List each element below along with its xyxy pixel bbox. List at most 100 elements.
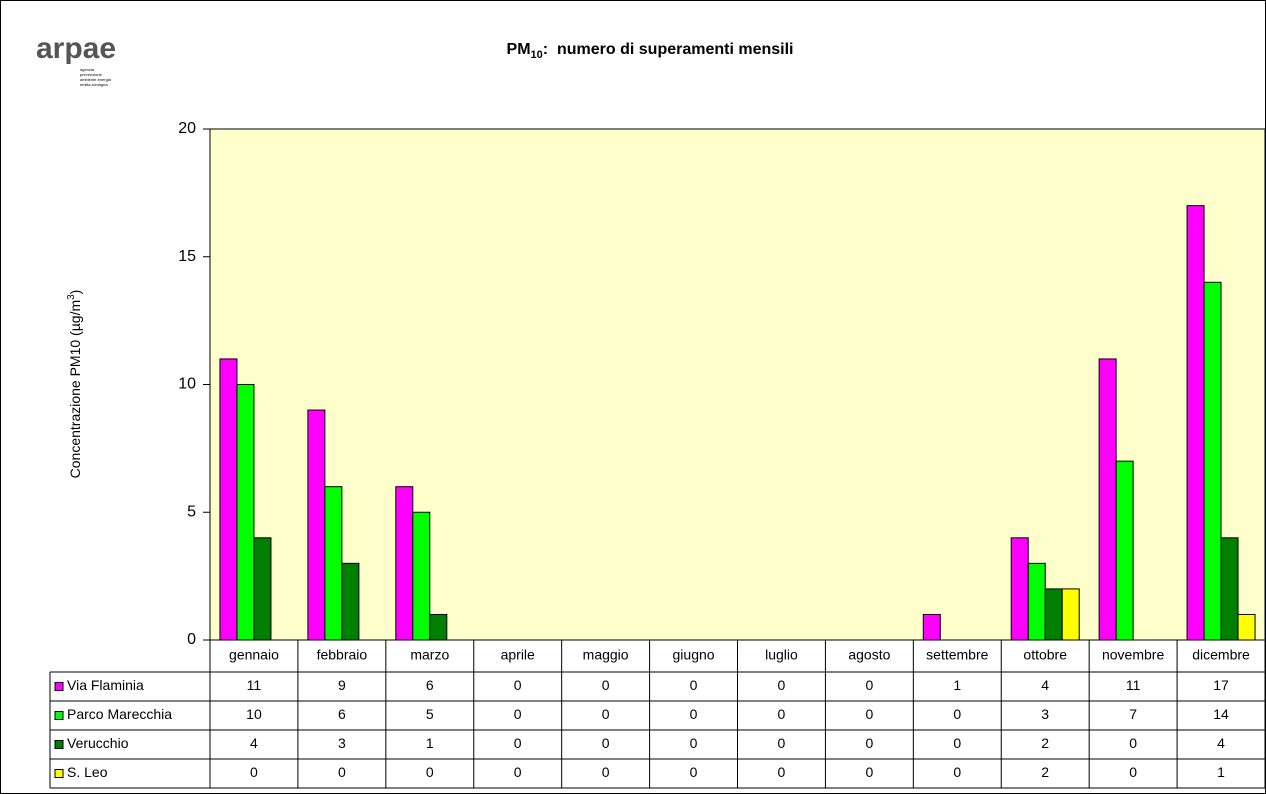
table-value: 0 bbox=[953, 706, 961, 722]
legend-label: Via Flaminia bbox=[67, 677, 144, 693]
x-tick-label: luglio bbox=[765, 647, 798, 663]
y-tick-label: 0 bbox=[187, 631, 196, 648]
table-value: 0 bbox=[1129, 735, 1137, 751]
bar bbox=[1220, 537, 1239, 641]
table-value: 0 bbox=[778, 735, 786, 751]
table-value: 0 bbox=[690, 764, 698, 780]
y-tick-label: 15 bbox=[178, 248, 196, 265]
table-value: 11 bbox=[1126, 677, 1141, 693]
logo-tagline: emilia-romagna bbox=[80, 82, 108, 87]
bar bbox=[429, 613, 448, 641]
table-value: 0 bbox=[953, 764, 961, 780]
table-value: 9 bbox=[338, 677, 346, 693]
table-value: 0 bbox=[338, 764, 346, 780]
bar bbox=[1061, 588, 1080, 641]
bar bbox=[1027, 562, 1046, 641]
table-value: 5 bbox=[426, 706, 434, 722]
table-value: 0 bbox=[514, 764, 522, 780]
y-tick-label: 5 bbox=[187, 503, 196, 520]
plot-area bbox=[209, 128, 1266, 641]
table-value: 0 bbox=[602, 735, 610, 751]
x-tick-label: settembre bbox=[926, 647, 988, 663]
chart-title: PM10: numero di superamenti mensili bbox=[507, 41, 794, 61]
bar bbox=[922, 613, 941, 641]
table-value: 6 bbox=[426, 677, 434, 693]
table-value: 3 bbox=[1041, 706, 1049, 722]
x-tick-label: aprile bbox=[501, 647, 535, 663]
legend-key bbox=[54, 740, 64, 749]
table-value: 0 bbox=[250, 764, 258, 780]
table-value: 0 bbox=[778, 764, 786, 780]
table-value: 4 bbox=[1041, 677, 1049, 693]
table-value: 11 bbox=[247, 677, 262, 693]
table-value: 10 bbox=[246, 706, 262, 722]
table-value: 0 bbox=[778, 706, 786, 722]
bar bbox=[395, 486, 414, 641]
bar bbox=[1115, 460, 1134, 641]
x-tick-label: febbraio bbox=[317, 647, 368, 663]
table-value: 0 bbox=[865, 677, 873, 693]
table-value: 0 bbox=[602, 764, 610, 780]
y-label-end: ) bbox=[67, 290, 83, 295]
y-axis-label: Concentrazione PM10 (µg/m3) bbox=[66, 290, 83, 479]
table-value: 0 bbox=[865, 706, 873, 722]
x-tick-label: gennaio bbox=[229, 647, 279, 663]
y-tick-label: 20 bbox=[178, 120, 196, 137]
x-tick-label: agosto bbox=[848, 647, 890, 663]
bar bbox=[412, 511, 431, 641]
legend-key bbox=[54, 682, 64, 691]
table-value: 0 bbox=[602, 677, 610, 693]
table-value: 0 bbox=[865, 764, 873, 780]
table-value: 0 bbox=[953, 735, 961, 751]
bar bbox=[1237, 613, 1256, 641]
bar bbox=[307, 409, 326, 641]
bar bbox=[1186, 205, 1205, 641]
bar bbox=[341, 562, 360, 641]
table-value: 1 bbox=[953, 677, 961, 693]
legend-key bbox=[54, 711, 64, 720]
table-value: 0 bbox=[514, 706, 522, 722]
x-tick-label: dicembre bbox=[1192, 647, 1250, 663]
table-value: 7 bbox=[1129, 706, 1137, 722]
table-value: 17 bbox=[1213, 677, 1229, 693]
table-value: 0 bbox=[514, 677, 522, 693]
legend-key bbox=[54, 769, 64, 778]
bar bbox=[324, 486, 343, 641]
bar bbox=[219, 358, 238, 641]
title-rest: : numero di superamenti mensili bbox=[543, 41, 794, 58]
table-value: 3 bbox=[338, 735, 346, 751]
table-value: 1 bbox=[426, 735, 434, 751]
logo-tagline: ambiente energia bbox=[80, 77, 112, 82]
title-main: PM bbox=[507, 41, 531, 58]
logo-tagline: agenzia bbox=[80, 67, 95, 72]
logo-name: arpae bbox=[36, 32, 116, 65]
table-value: 2 bbox=[1041, 735, 1049, 751]
table-value: 0 bbox=[1129, 764, 1137, 780]
y-tick-label: 10 bbox=[178, 376, 196, 393]
bar bbox=[1098, 358, 1117, 641]
legend-label: Verucchio bbox=[67, 735, 129, 751]
table-value: 0 bbox=[865, 735, 873, 751]
x-tick-label: maggio bbox=[583, 647, 629, 663]
legend-label: Parco Marecchia bbox=[67, 706, 172, 722]
table-value: 6 bbox=[338, 706, 346, 722]
x-tick-label: marzo bbox=[410, 647, 449, 663]
table-value: 1 bbox=[1217, 764, 1225, 780]
table-value: 4 bbox=[250, 735, 258, 751]
bar bbox=[1203, 281, 1222, 641]
table-value: 0 bbox=[690, 677, 698, 693]
logo-tagline: prevenzione bbox=[80, 72, 103, 77]
table-value: 0 bbox=[514, 735, 522, 751]
bar bbox=[1010, 537, 1029, 641]
table-value: 0 bbox=[426, 764, 434, 780]
legend-label: S. Leo bbox=[67, 764, 108, 780]
x-tick-label: giugno bbox=[673, 647, 715, 663]
table-value: 0 bbox=[690, 735, 698, 751]
table-value: 14 bbox=[1213, 706, 1229, 722]
bar bbox=[1044, 588, 1063, 641]
table-value: 0 bbox=[602, 706, 610, 722]
bar bbox=[253, 537, 272, 641]
table-value: 0 bbox=[690, 706, 698, 722]
x-tick-label: novembre bbox=[1102, 647, 1164, 663]
